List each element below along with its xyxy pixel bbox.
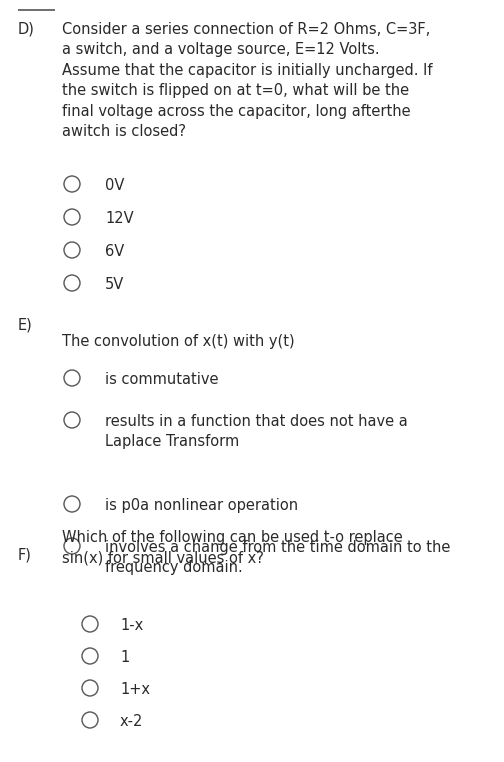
Text: 1: 1 [120, 650, 129, 665]
Text: 1-x: 1-x [120, 618, 143, 633]
Text: results in a function that does not have a
Laplace Transform: results in a function that does not have… [105, 414, 408, 449]
Text: The convolution of x(t) with y(t): The convolution of x(t) with y(t) [62, 334, 295, 349]
Text: 12V: 12V [105, 211, 134, 226]
Text: is p0a nonlinear operation: is p0a nonlinear operation [105, 498, 298, 513]
Text: 6V: 6V [105, 244, 124, 259]
Text: D): D) [18, 22, 35, 37]
Text: 5V: 5V [105, 277, 124, 292]
Text: 1+x: 1+x [120, 682, 150, 697]
Text: is commutative: is commutative [105, 372, 219, 387]
Text: 0V: 0V [105, 178, 124, 193]
Text: E): E) [18, 318, 33, 333]
Text: x-2: x-2 [120, 714, 143, 729]
Text: Consider a series connection of R=2 Ohms, C=3F,
a switch, and a voltage source, : Consider a series connection of R=2 Ohms… [62, 22, 432, 139]
Text: involves a change from the time domain to the
frequency domain.: involves a change from the time domain t… [105, 540, 451, 575]
Text: F): F) [18, 548, 32, 563]
Text: Which of the following can be used t-o replace
sin(x) for small values of x?: Which of the following can be used t-o r… [62, 530, 403, 565]
